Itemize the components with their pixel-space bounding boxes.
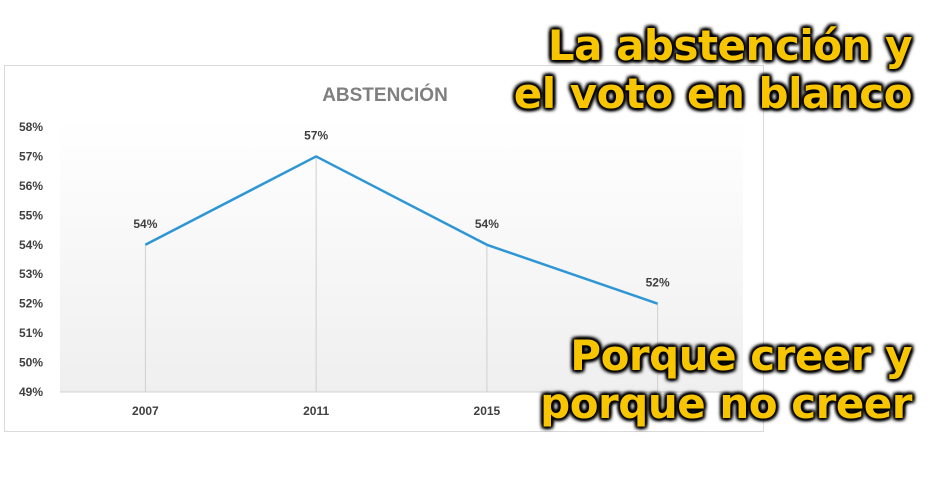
headline-line-2: el voto en blanco xyxy=(513,69,913,118)
chart-area: ABSTENCIÓN 49% 50% 51% 52% 53% 54% 55% 56% 57% 58… xyxy=(4,65,764,432)
y-tick-label: 52% xyxy=(19,297,43,311)
y-tick-label: 54% xyxy=(19,238,43,252)
line-chart: ABSTENCIÓN 49% 50% 51% 52% 53% 54% 55% 56% 57% 58… xyxy=(19,84,743,418)
y-tick-label: 55% xyxy=(19,208,43,222)
y-tick-label: 53% xyxy=(19,267,43,281)
headline-bottom: Porque creer y porque no creer xyxy=(540,332,912,428)
headline-line-3: Porque creer y xyxy=(570,331,912,380)
y-tick-label: 58% xyxy=(19,120,43,134)
x-tick-label: 2007 xyxy=(132,404,159,418)
headline-line-1: La abstención y xyxy=(547,21,913,70)
x-tick-label: 2015 xyxy=(474,404,501,418)
x-tick-label: 2011 xyxy=(303,404,329,418)
y-tick-label: 56% xyxy=(19,179,43,193)
y-tick-label: 51% xyxy=(19,326,43,340)
y-tick-label: 49% xyxy=(19,385,43,399)
y-tick-label: 50% xyxy=(19,356,43,370)
data-label: 52% xyxy=(646,276,670,290)
plot-background xyxy=(60,119,743,392)
data-label: 54% xyxy=(475,217,499,231)
headline-top: La abstención y el voto en blanco xyxy=(513,21,913,118)
headline-line-4: porque no creer xyxy=(540,379,912,428)
data-label: 54% xyxy=(133,217,157,231)
data-label: 57% xyxy=(304,128,328,142)
series-line xyxy=(144,155,659,305)
y-tick-label: 57% xyxy=(19,149,43,163)
chart-title: ABSTENCIÓN xyxy=(322,84,448,106)
